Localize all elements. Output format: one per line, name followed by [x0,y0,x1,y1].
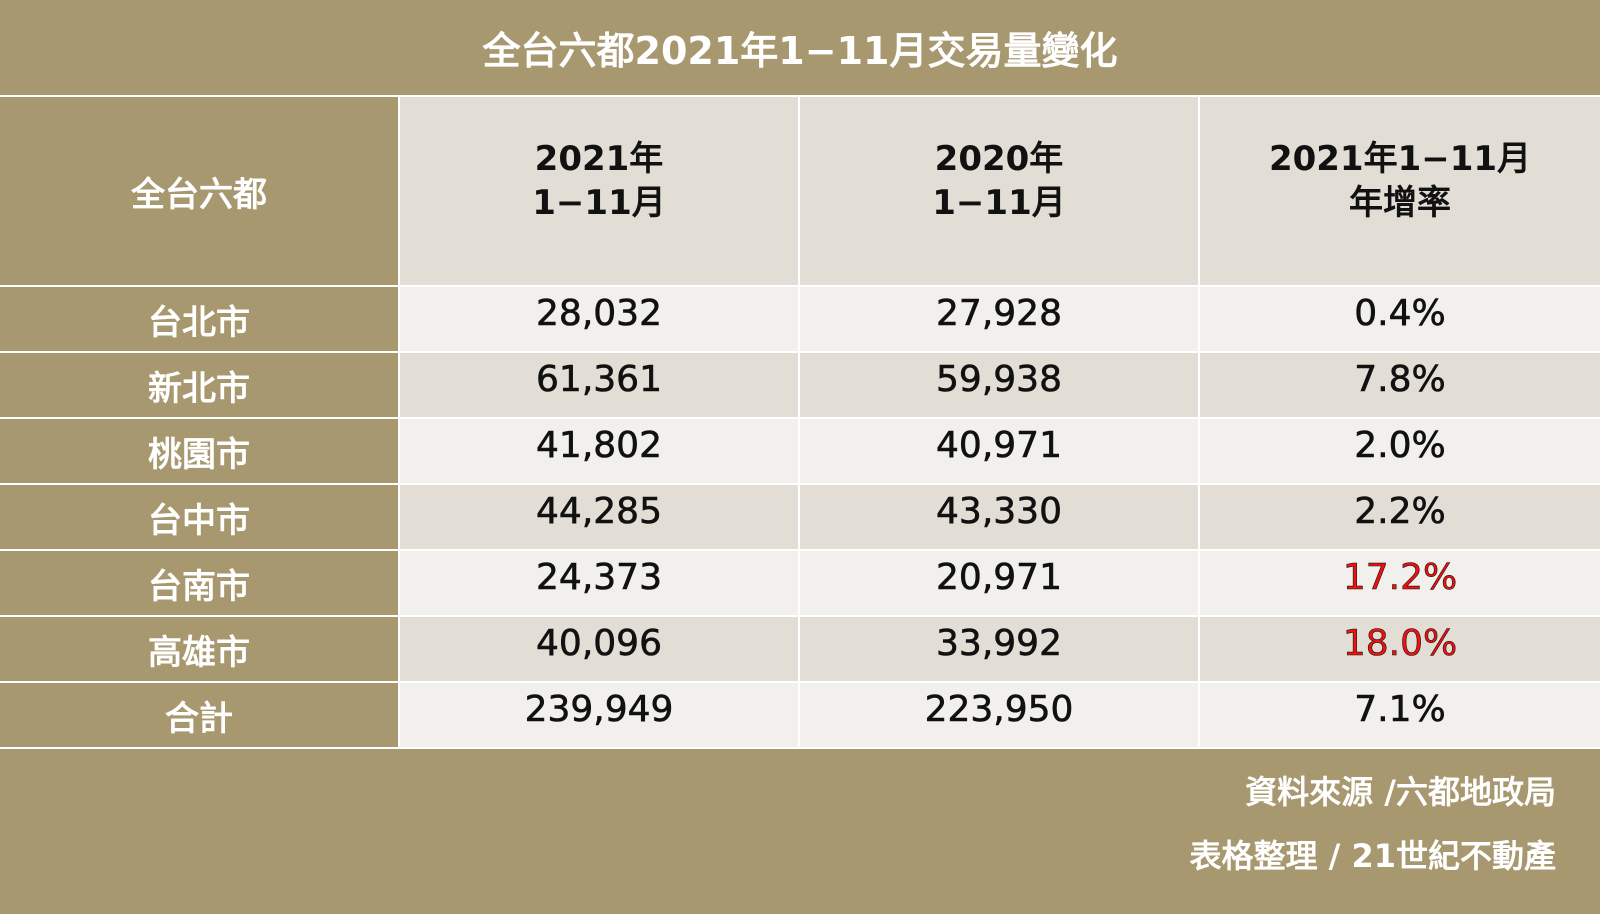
header-cell: 2020年 1−11月 [800,97,1198,285]
header-cell: 全台六都 [0,97,398,285]
compiled-note: 表格整理 / 21世紀不動產 [1189,837,1556,875]
footer: 資料來源 /六都地政局 表格整理 / 21世紀不動產 [0,749,1600,914]
data-cell: 2.0% [1200,419,1600,483]
data-cell: 28,032 [400,287,798,351]
data-cell: 40,096 [400,617,798,681]
row-label: 新北市 [0,353,398,417]
data-cell: 7.1% [1200,683,1600,747]
data-cell: 20,971 [800,551,1198,615]
data-cell: 7.8% [1200,353,1600,417]
data-cell: 24,373 [400,551,798,615]
data-cell: 223,950 [800,683,1198,747]
source-note: 資料來源 /六都地政局 [1245,773,1556,811]
data-cell: 43,330 [800,485,1198,549]
row-label: 台中市 [0,485,398,549]
row-label: 合計 [0,683,398,747]
data-cell: 17.2% [1200,551,1600,615]
data-cell: 27,928 [800,287,1198,351]
data-cell: 40,971 [800,419,1198,483]
data-cell: 33,992 [800,617,1198,681]
data-cell: 44,285 [400,485,798,549]
row-label: 台南市 [0,551,398,615]
data-cell: 41,802 [400,419,798,483]
table: 全台六都 2021年 1−11月 2020年 1−11月 2021年1−11月 年增率… [0,97,1600,747]
title: 全台六都2021年1−11月交易量變化 [0,0,1600,95]
data-cell: 18.0% [1200,617,1600,681]
data-cell: 239,949 [400,683,798,747]
data-cell: 61,361 [400,353,798,417]
header-cell: 2021年1−11月 年增率 [1200,97,1600,285]
row-label: 高雄市 [0,617,398,681]
row-label: 桃園市 [0,419,398,483]
row-label: 台北市 [0,287,398,351]
data-cell: 0.4% [1200,287,1600,351]
data-cell: 59,938 [800,353,1198,417]
data-cell: 2.2% [1200,485,1600,549]
header-cell: 2021年 1−11月 [400,97,798,285]
